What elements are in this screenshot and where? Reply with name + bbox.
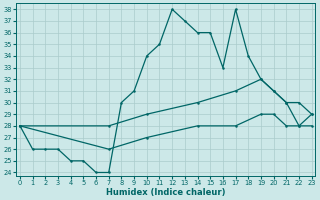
X-axis label: Humidex (Indice chaleur): Humidex (Indice chaleur): [106, 188, 226, 197]
